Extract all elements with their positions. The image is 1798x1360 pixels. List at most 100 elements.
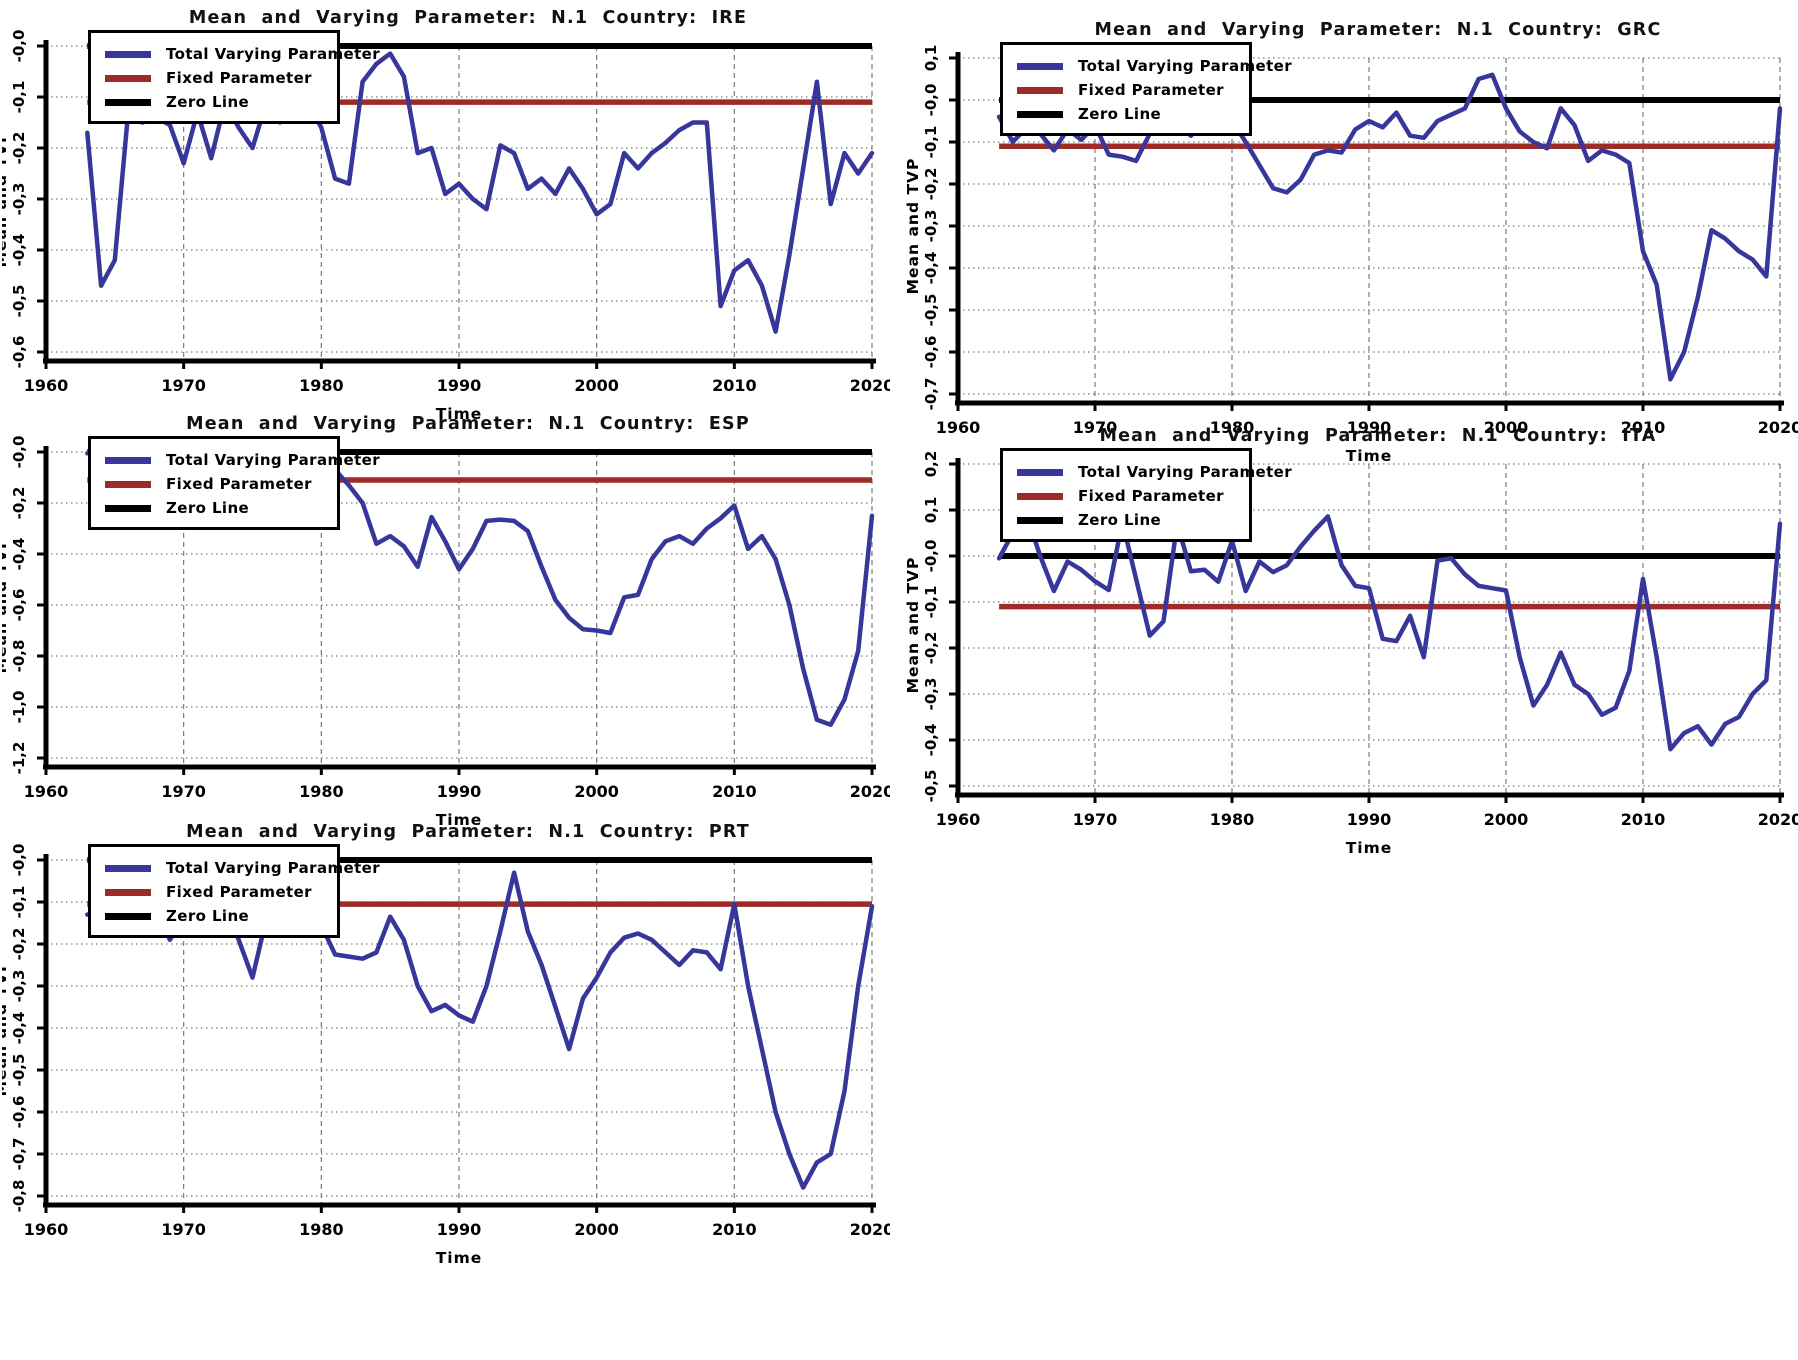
red-line-swatch-icon <box>1017 492 1063 500</box>
legend-label: Total Varying Parameter <box>1078 57 1293 75</box>
chart-title: Mean and Varying Parameter: N.1 Country:… <box>186 822 750 842</box>
y-tick-label: -0,5 <box>922 294 940 327</box>
legend-item-zero-line: Zero Line <box>1017 102 1239 126</box>
axes: -0,0 -0,1 -0,2 -0,3 -0,4 -0,5 -0,6 1960 1970 1980… <box>2 30 890 423</box>
y-tick-label: -0,5 <box>10 285 28 318</box>
legend-label: Fixed Parameter <box>166 475 312 493</box>
legend-item-fixed-parameter: Fixed Parameter <box>105 472 327 496</box>
y-tick-label: -0,1 <box>922 126 940 159</box>
x-tick-label: 1980 <box>1210 810 1255 829</box>
x-tick-label: 2010 <box>1621 810 1666 829</box>
chart-canvas-ita: 0,2 0,1 -0,0 -0,1 -0,2 -0,3 -0,4 -0,5 1960 1970 19… <box>904 451 1798 857</box>
y-axis-title: Mean and TVP <box>904 557 922 694</box>
legend-item-total-varying-parameter: Total Varying Parameter <box>105 856 380 880</box>
chart-ire: -0,0 -0,1 -0,2 -0,3 -0,4 -0,5 -0,6 1960 1970 1980… <box>2 2 890 438</box>
x-tick-label: 1960 <box>936 418 981 437</box>
y-tick-label: -0,6 <box>10 589 28 622</box>
legend-label: Fixed Parameter <box>166 883 312 901</box>
y-tick-label: -0,4 <box>10 234 28 267</box>
y-tick-label: -0,5 <box>10 1054 28 1087</box>
y-tick-label: -0,6 <box>922 336 940 369</box>
reference-lines <box>996 512 1783 752</box>
legend-label: Fixed Parameter <box>1078 487 1224 505</box>
y-tick-label: -0,0 <box>10 30 28 63</box>
gridlines <box>46 45 873 361</box>
blue-line-swatch-icon <box>105 456 151 464</box>
blue-line-swatch-icon <box>105 864 151 872</box>
x-tick-label: 1990 <box>1347 418 1392 437</box>
legend-item-fixed-parameter: Fixed Parameter <box>105 880 327 904</box>
legend-item-total-varying-parameter: Total Varying Parameter <box>1017 460 1292 484</box>
chart-ita: 0,2 0,1 -0,0 -0,1 -0,2 -0,3 -0,4 -0,5 1960 1970 19… <box>900 420 1798 868</box>
x-tick-label: 1960 <box>936 810 981 829</box>
y-tick-label: -0,2 <box>10 132 28 165</box>
y-tick-label: -0,0 <box>10 436 28 469</box>
chart-title: Mean and Varying Parameter: N.1 Country:… <box>1099 426 1657 446</box>
x-tick-label: 2000 <box>1484 810 1529 829</box>
legend-label: Zero Line <box>166 93 250 111</box>
legend-label: Fixed Parameter <box>166 69 312 87</box>
axes: -0,0 -0,2 -0,4 -0,6 -0,8 -1,0 -1,2 1960 1970 1980… <box>2 436 890 829</box>
x-tick-label: 1960 <box>24 1220 69 1239</box>
x-axis-title: Time <box>1346 839 1393 857</box>
legend-item-zero-line: Zero Line <box>1017 508 1239 532</box>
legend-label: Zero Line <box>1078 105 1162 123</box>
x-tick-label: 1990 <box>437 1220 482 1239</box>
x-axis-title: Time <box>436 405 483 423</box>
x-tick-label: 2010 <box>712 1220 757 1239</box>
y-tick-label: -0,3 <box>922 210 940 243</box>
x-tick-label: 2020 <box>1758 418 1798 437</box>
blue-line-swatch-icon <box>1017 62 1063 70</box>
red-line-swatch-icon <box>105 74 151 82</box>
legend: Total Varying Parameter Fixed Parameter … <box>88 30 380 124</box>
y-tick-label: -0,1 <box>10 886 28 919</box>
legend-label: Zero Line <box>166 907 250 925</box>
x-tick-label: 2020 <box>850 376 890 395</box>
chart-title: Mean and Varying Parameter: N.1 Country:… <box>186 414 750 434</box>
y-tick-label: 0,1 <box>922 45 940 72</box>
black-line-swatch-icon <box>1017 516 1063 524</box>
x-tick-label: 1980 <box>1210 418 1255 437</box>
y-tick-label: -0,4 <box>922 724 940 757</box>
x-tick-label: 1970 <box>161 782 206 801</box>
black-line-swatch-icon <box>1017 110 1063 118</box>
legend-label: Zero Line <box>166 499 250 517</box>
legend-item-fixed-parameter: Fixed Parameter <box>105 66 327 90</box>
y-tick-label: -1,2 <box>10 742 28 775</box>
y-axis-title: Mean and TVP <box>2 537 10 674</box>
y-tick-label: -0,3 <box>10 183 28 216</box>
x-tick-label: 1990 <box>437 782 482 801</box>
black-line-swatch-icon <box>105 504 151 512</box>
chart-canvas-grc: 0,1 -0,0 -0,1 -0,2 -0,3 -0,4 -0,5 -0,6 -0,7 1960 1… <box>904 45 1798 465</box>
legend-label: Zero Line <box>1078 511 1162 529</box>
y-tick-label: -0,3 <box>922 678 940 711</box>
x-tick-label: 2020 <box>850 782 890 801</box>
total-varying-parameter-line <box>85 51 875 334</box>
chart-esp: -0,0 -0,2 -0,4 -0,6 -0,8 -1,0 -1,2 1960 1970 1980… <box>2 408 890 844</box>
legend-item-total-varying-parameter: Total Varying Parameter <box>1017 54 1292 78</box>
legend-label: Total Varying Parameter <box>166 859 381 877</box>
y-tick-label: 0,2 <box>922 451 940 478</box>
axes: 0,2 0,1 -0,0 -0,1 -0,2 -0,3 -0,4 -0,5 1960 1970 19… <box>904 451 1798 857</box>
x-tick-label: 1960 <box>24 376 69 395</box>
legend-item-total-varying-parameter: Total Varying Parameter <box>105 42 380 66</box>
x-tick-label: 2010 <box>712 376 757 395</box>
axes: 0,1 -0,0 -0,1 -0,2 -0,3 -0,4 -0,5 -0,6 -0,7 1960 1… <box>904 45 1798 465</box>
y-tick-label: -1,0 <box>10 691 28 724</box>
legend-item-zero-line: Zero Line <box>105 904 327 928</box>
y-tick-label: -0,4 <box>10 538 28 571</box>
y-tick-label: -0,5 <box>922 770 940 803</box>
legend-item-total-varying-parameter: Total Varying Parameter <box>105 448 380 472</box>
x-tick-label: 1980 <box>299 782 344 801</box>
blue-line-swatch-icon <box>105 50 151 58</box>
y-tick-label: -0,8 <box>10 640 28 673</box>
x-tick-label: 1990 <box>437 376 482 395</box>
axes: -0,0 -0,1 -0,2 -0,3 -0,4 -0,5 -0,6 -0,7 -0,8 1960… <box>2 844 890 1267</box>
y-tick-label: -0,1 <box>922 586 940 619</box>
legend: Total Varying Parameter Fixed Parameter … <box>1000 42 1292 136</box>
x-tick-label: 1980 <box>299 1220 344 1239</box>
legend-label: Total Varying Parameter <box>1078 463 1293 481</box>
y-tick-label: -0,8 <box>10 1180 28 1213</box>
x-tick-label: 1970 <box>1073 810 1118 829</box>
